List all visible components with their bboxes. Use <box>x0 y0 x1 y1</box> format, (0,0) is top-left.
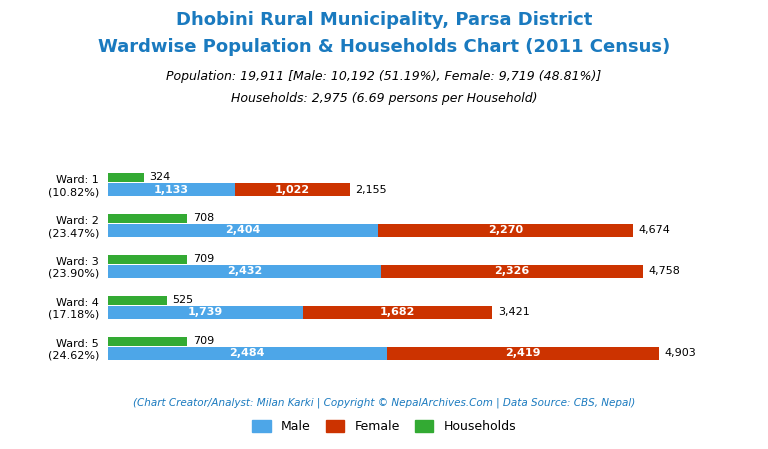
Text: 2,419: 2,419 <box>505 348 541 358</box>
Bar <box>387 347 659 360</box>
Text: Population: 19,911 [Male: 10,192 (51.19%), Female: 9,719 (48.81%)]: Population: 19,911 [Male: 10,192 (51.19%… <box>167 70 601 83</box>
Text: 324: 324 <box>150 172 170 182</box>
Bar <box>108 306 303 319</box>
Text: 525: 525 <box>172 295 194 305</box>
Bar <box>108 224 378 237</box>
Bar <box>381 265 643 277</box>
Text: 709: 709 <box>193 336 214 346</box>
Text: 1,682: 1,682 <box>380 308 415 317</box>
Text: 1,133: 1,133 <box>154 185 189 194</box>
Legend: Male, Female, Households: Male, Female, Households <box>247 415 521 438</box>
Text: 2,326: 2,326 <box>494 266 529 277</box>
Text: Households: 2,975 (6.69 persons per Household): Households: 2,975 (6.69 persons per Hous… <box>230 92 538 105</box>
Text: (Chart Creator/Analyst: Milan Karki | Copyright © NepalArchives.Com | Data Sourc: (Chart Creator/Analyst: Milan Karki | Co… <box>133 397 635 408</box>
Bar <box>378 224 633 237</box>
Text: 708: 708 <box>193 213 214 223</box>
Bar <box>235 183 350 196</box>
Text: 4,758: 4,758 <box>648 266 680 277</box>
Text: Wardwise Population & Households Chart (2011 Census): Wardwise Population & Households Chart (… <box>98 38 670 56</box>
Bar <box>303 306 492 319</box>
Bar <box>108 183 235 196</box>
Bar <box>108 265 381 277</box>
Text: 3,421: 3,421 <box>498 308 530 317</box>
Bar <box>108 337 187 346</box>
Bar <box>108 347 387 360</box>
Bar <box>108 214 187 223</box>
Text: 2,270: 2,270 <box>488 225 523 235</box>
Bar <box>108 173 144 182</box>
Bar <box>108 295 167 305</box>
Text: 1,022: 1,022 <box>275 185 310 194</box>
Text: 2,484: 2,484 <box>230 348 265 358</box>
Text: 4,674: 4,674 <box>639 225 670 235</box>
Text: 1,739: 1,739 <box>187 308 223 317</box>
Text: 4,903: 4,903 <box>664 348 697 358</box>
Bar <box>108 255 187 264</box>
Text: Dhobini Rural Municipality, Parsa District: Dhobini Rural Municipality, Parsa Distri… <box>176 11 592 29</box>
Text: 2,404: 2,404 <box>225 225 260 235</box>
Text: 709: 709 <box>193 254 214 264</box>
Text: 2,432: 2,432 <box>227 266 262 277</box>
Text: 2,155: 2,155 <box>356 185 387 194</box>
